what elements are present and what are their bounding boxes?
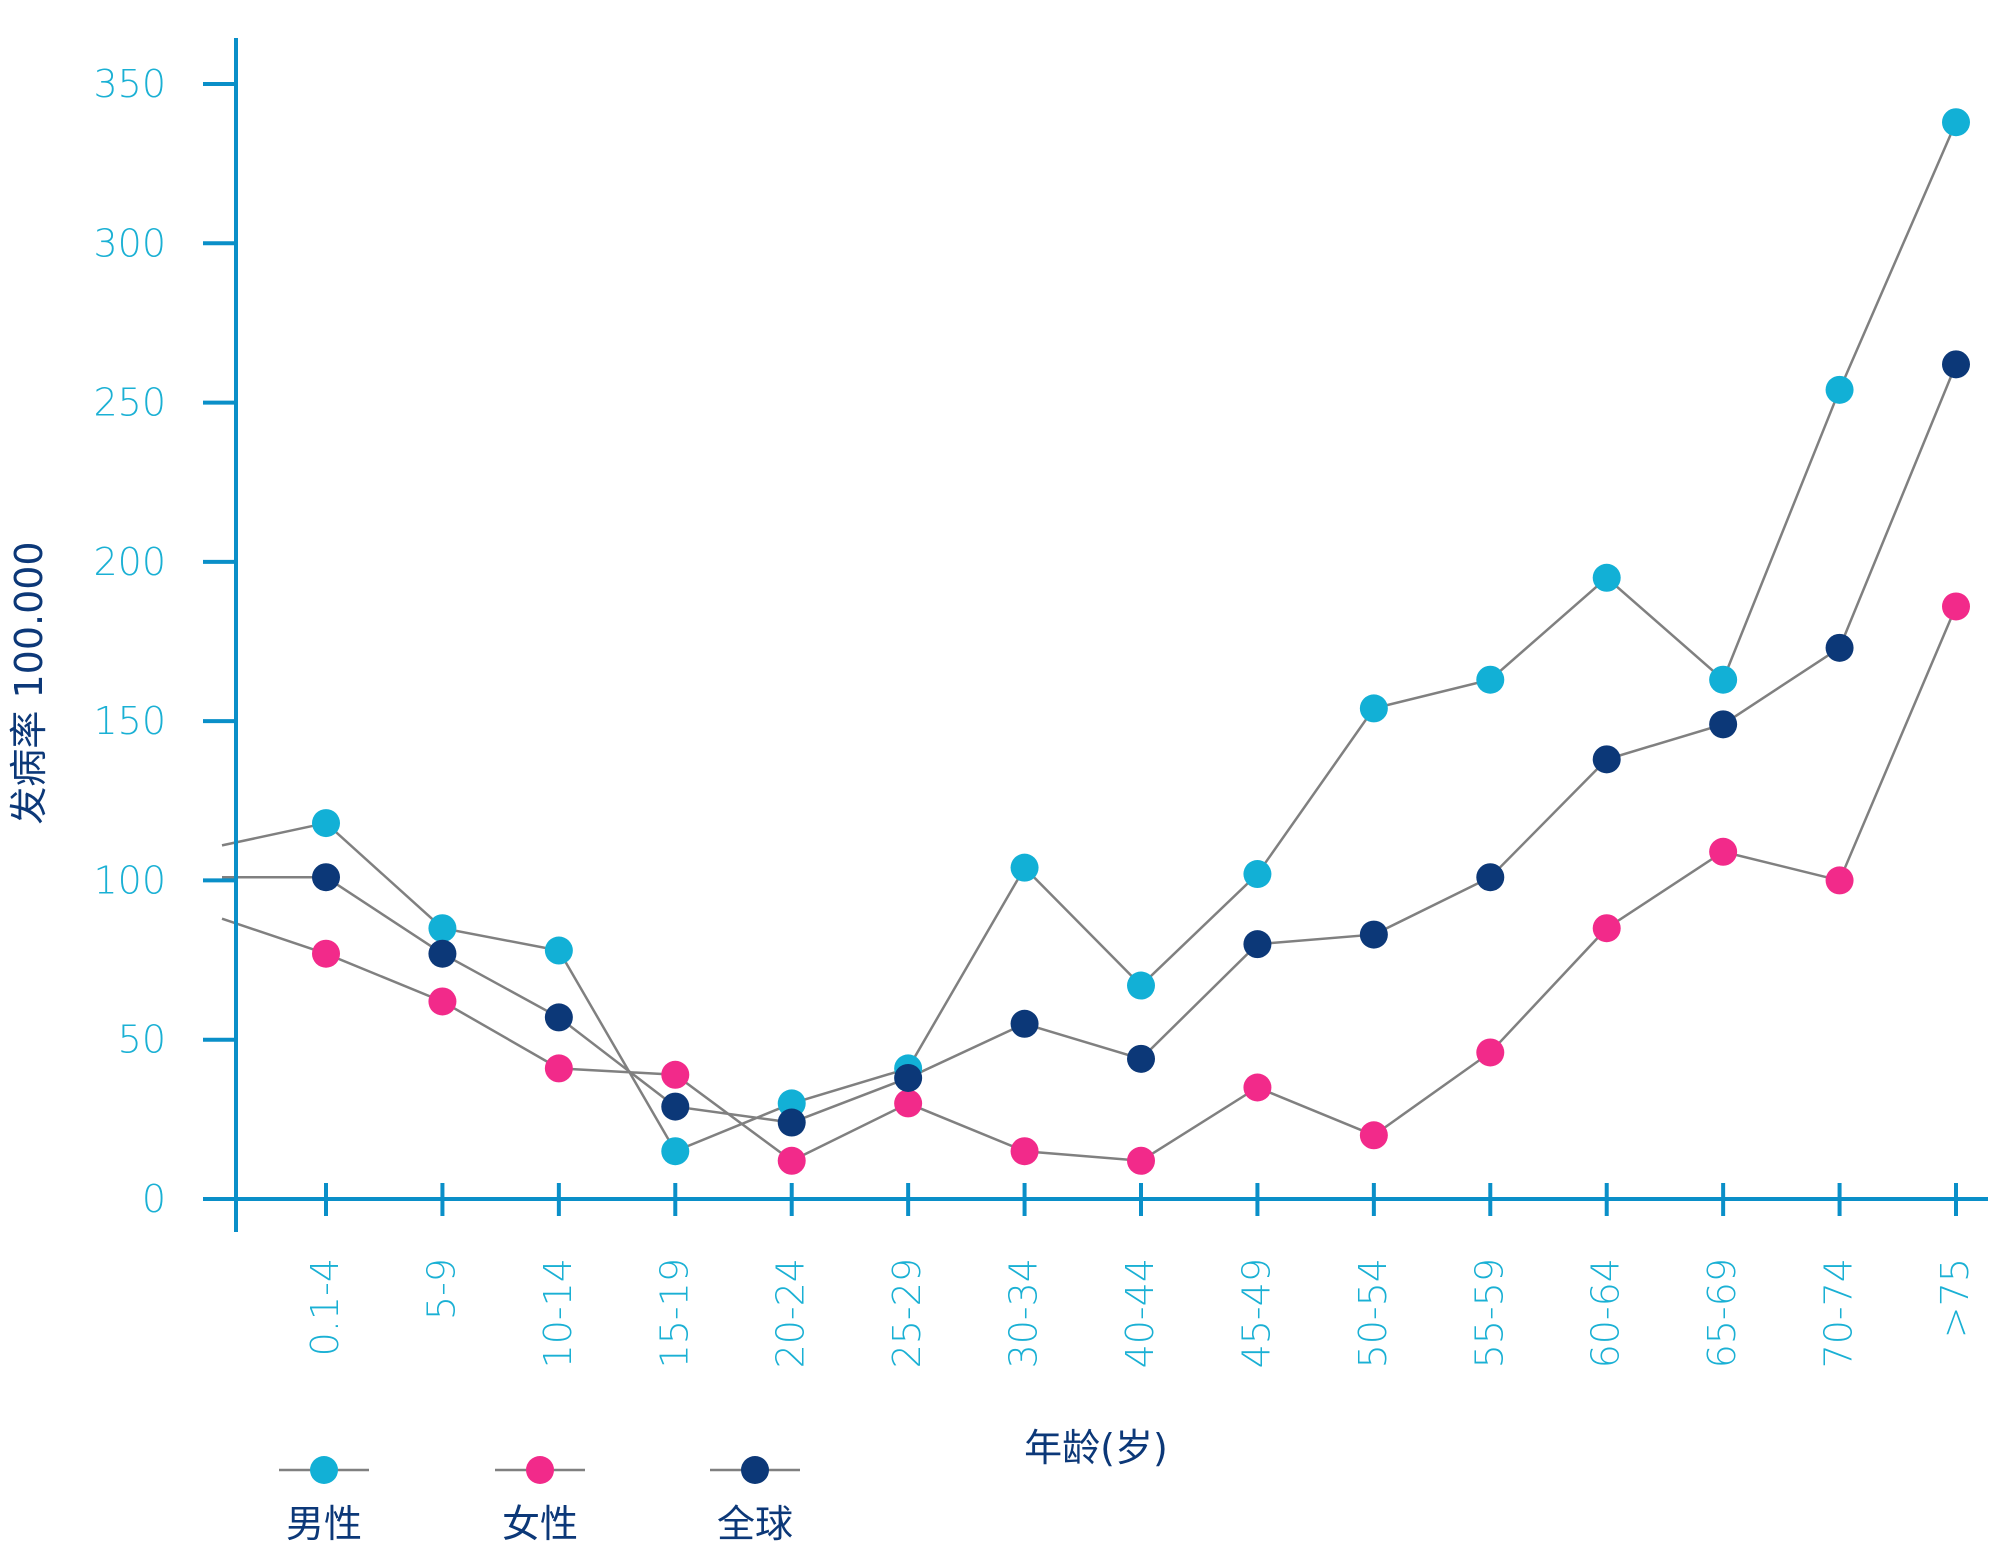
data-point-1 [312,939,340,968]
data-point-2 [1243,930,1272,959]
data-point-2 [1825,633,1854,662]
data-point-0 [428,914,457,943]
y-tick-label: 350 [93,62,166,106]
data-point-1 [1942,592,1970,621]
x-tick-label: 45-49 [1234,1258,1278,1368]
data-point-1 [777,1146,806,1175]
y-tick-label: 300 [93,221,166,265]
data-point-0 [661,1137,690,1166]
data-point-1 [1010,1137,1039,1166]
x-tick-label: 60-64 [1584,1258,1628,1368]
x-tick-label: 10-14 [536,1258,580,1368]
x-tick-label: 15-19 [652,1258,696,1368]
data-point-0 [1359,694,1388,723]
data-point-0 [1825,375,1854,404]
y-tick-label: 200 [93,540,166,584]
legend-item: 全球 [710,1456,800,1546]
legend-item: 男性 [279,1456,369,1546]
x-tick-label: 5-9 [419,1258,463,1320]
data-point-1 [894,1089,923,1118]
data-point-2 [1476,863,1505,892]
data-point-1 [428,987,457,1016]
y-tick-label: 150 [93,699,166,743]
data-point-2 [661,1092,690,1121]
legend-item: 女性 [495,1456,585,1546]
x-tick-label: 40-44 [1118,1258,1162,1368]
data-point-2 [1127,1044,1155,1073]
data-point-2 [544,1003,573,1032]
legend-label: 全球 [717,1502,793,1546]
data-point-1 [661,1060,690,1089]
series-line-2 [222,363,1958,1124]
data-points [312,108,1970,1175]
x-tick-label: 25-29 [885,1258,929,1368]
y-axis-title: 发病率 100.000 [7,541,51,824]
legend-marker [741,1456,769,1484]
x-axis-title: 年龄(岁) [1024,1426,1168,1470]
data-point-1 [1476,1038,1505,1067]
x-tick-label: 0.1-4 [303,1258,347,1356]
x-tick-label: 20-24 [769,1258,813,1368]
y-tick-label: 0 [142,1177,166,1221]
data-point-2 [1592,745,1621,774]
data-point-0 [1127,971,1155,1000]
x-tick-label: 50-54 [1351,1258,1395,1368]
data-point-2 [1942,350,1970,379]
data-point-0 [1010,853,1039,882]
data-point-0 [1942,108,1970,137]
legend-label: 女性 [502,1502,578,1546]
x-tick-label: 70-74 [1817,1258,1861,1368]
data-point-2 [777,1108,806,1137]
legend-marker [310,1456,338,1484]
x-axis: 0.1-4 5-9 10-14 15-19 20-24 25-29 30-34 40-44 45… [203,1183,1988,1368]
data-point-1 [544,1054,573,1083]
data-point-2 [1709,710,1738,739]
series-line-0 [221,121,1958,1153]
data-point-2 [312,863,340,892]
data-point-1 [1359,1121,1388,1150]
data-point-0 [1709,665,1738,694]
legend-label: 男性 [286,1502,362,1546]
data-point-2 [1010,1009,1039,1038]
data-point-1 [1709,837,1738,866]
data-point-0 [544,936,573,965]
connector-lines [221,121,1958,1163]
y-tick-label: 250 [93,381,166,425]
x-tick-label: 65-69 [1700,1258,1744,1368]
data-point-2 [894,1063,923,1092]
data-point-1 [1592,914,1621,943]
data-point-0 [1243,860,1272,889]
x-tick-label: 55-59 [1467,1258,1511,1368]
y-tick-label: 50 [118,1018,166,1062]
y-axis: 0 50 100 150 200 250 300 350 [93,38,238,1232]
data-point-2 [1359,920,1388,949]
data-point-1 [1127,1146,1155,1175]
x-tick-label: >75 [1933,1258,1977,1338]
x-tick-label: 30-34 [1002,1258,1046,1368]
y-tick-label: 100 [93,858,166,902]
data-point-1 [1243,1073,1272,1102]
data-point-2 [428,939,457,968]
data-point-1 [1825,866,1854,895]
data-point-0 [1592,563,1621,592]
series-line-1 [221,605,1958,1163]
data-point-0 [1476,665,1505,694]
legend-marker [526,1456,554,1484]
legend: 男性 女性 全球 [279,1456,800,1546]
data-point-0 [312,809,340,838]
